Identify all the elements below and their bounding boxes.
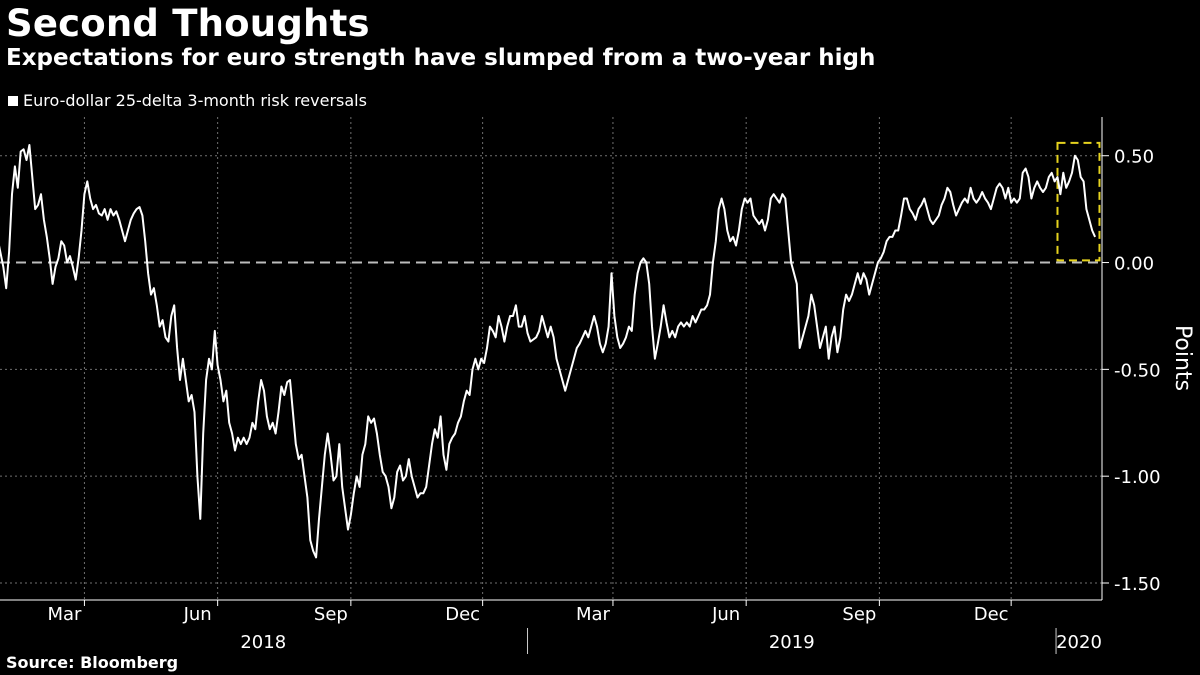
legend-swatch [8, 95, 18, 106]
series-layer [0, 141, 1101, 559]
y-tick-label: -1.00 [1114, 467, 1161, 488]
y-tick-label: -0.50 [1114, 360, 1161, 381]
x-tick-label: Mar [47, 604, 82, 625]
axis-layer: 0.50 0.00 -0.50 -1.00 -1.50 Mar Jun Sep Dec Mar Ju… [0, 117, 1161, 654]
legend-label: Euro-dollar 25-delta 3-month risk revers… [23, 91, 367, 110]
x-tick-label: Jun [711, 604, 740, 625]
grid-layer [0, 117, 1102, 600]
chart-title: Second Thoughts [6, 2, 370, 45]
chart-subtitle: Expectations for euro strength have slum… [6, 45, 876, 71]
x-tick-label: Mar [576, 604, 611, 625]
series-line-risk-reversals [0, 144, 1097, 559]
x-tick-label: Dec [445, 604, 480, 625]
x-tick-label: Sep [314, 604, 348, 625]
y-axis-label: Points [1170, 325, 1195, 391]
y-tick-label: 0.00 [1114, 254, 1154, 275]
legend: Euro-dollar 25-delta 3-month risk revers… [8, 91, 367, 110]
x-tick-label: Jun [183, 604, 212, 625]
source-note: Source: Bloomberg [6, 653, 179, 672]
year-label: 2018 [240, 632, 286, 653]
year-label: 2020 [1056, 632, 1102, 653]
x-tick-label: Dec [974, 604, 1009, 625]
y-tick-label: 0.50 [1114, 147, 1154, 168]
y-tick-label: -1.50 [1114, 574, 1161, 595]
year-label: 2019 [769, 632, 815, 653]
highlight-box [1056, 141, 1101, 262]
x-tick-label: Sep [842, 604, 876, 625]
